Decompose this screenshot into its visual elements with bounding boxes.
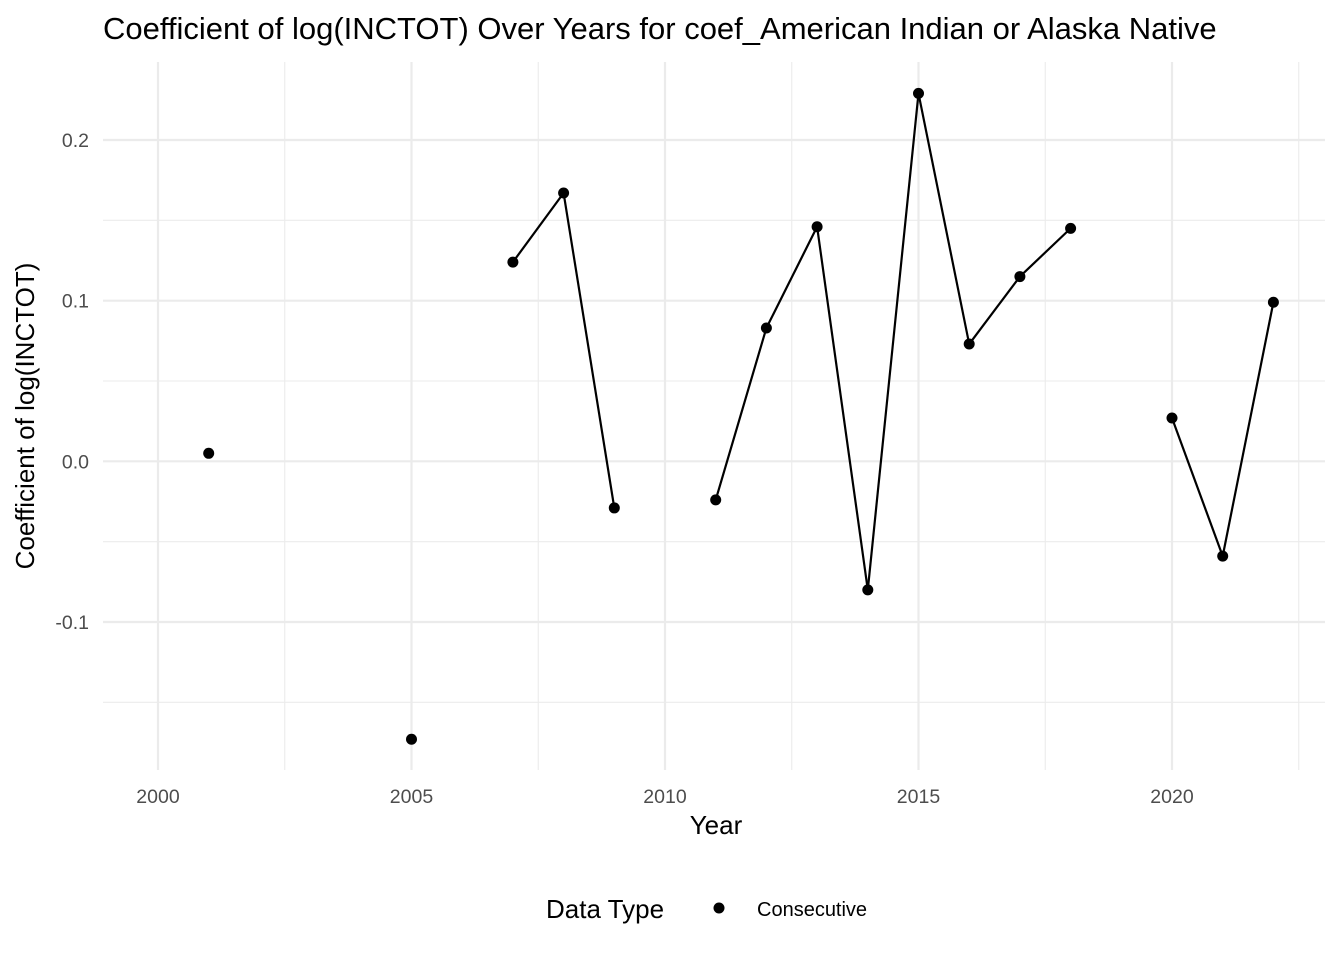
data-point <box>507 256 519 268</box>
series-line-segment <box>866 93 920 590</box>
data-point <box>1217 550 1229 562</box>
data-point <box>558 187 570 199</box>
series-lines <box>512 93 1275 591</box>
data-point <box>1267 296 1279 308</box>
series-line-segment <box>714 327 768 501</box>
y-tick-label: 0.1 <box>62 291 89 313</box>
data-point <box>608 502 620 514</box>
series-line-segment <box>765 226 819 329</box>
tick-labels: 2000 2005 2010 2015 2020 -0.1 0.0 0.1 0.2 <box>55 130 1193 808</box>
legend-key-consecutive <box>713 902 725 914</box>
series-line-segment <box>816 226 869 591</box>
data-point <box>913 87 924 99</box>
y-tick-label: 0.2 <box>62 130 89 152</box>
x-tick-label: 2005 <box>390 786 434 808</box>
legend-label-consecutive: Consecutive <box>757 899 867 921</box>
series-line-segment <box>968 275 1021 345</box>
data-point <box>1166 412 1178 424</box>
grid-lines <box>103 62 1325 770</box>
x-tick-label: 2010 <box>643 786 687 808</box>
data-point <box>862 584 874 596</box>
data-point <box>963 338 975 350</box>
y-tick-label: 0.0 <box>62 451 89 473</box>
y-tick-label: -0.1 <box>55 612 89 634</box>
x-tick-label: 2000 <box>136 786 180 808</box>
series-line-segment <box>917 93 971 345</box>
data-point <box>203 447 215 459</box>
data-point <box>1065 222 1077 234</box>
series-points <box>203 87 1279 745</box>
x-axis-title: Year <box>690 810 743 840</box>
series-line-segment <box>562 192 616 509</box>
legend-title: Data Type <box>546 894 664 924</box>
x-tick-label: 2020 <box>1150 786 1194 808</box>
series-line-segment <box>512 192 565 263</box>
series-line-segment <box>1221 302 1275 557</box>
data-point <box>760 322 772 334</box>
data-point <box>406 733 417 745</box>
data-point <box>1014 271 1026 283</box>
chart-title: Coefficient of log(INCTOT) Over Years fo… <box>103 11 1217 46</box>
legend: Data Type Consecutive <box>546 894 867 924</box>
x-tick-label: 2015 <box>897 786 941 808</box>
y-axis-title: Coefficient of log(INCTOT) <box>10 263 40 570</box>
series-line-segment <box>1170 417 1224 557</box>
data-point <box>811 221 823 233</box>
series-line-segment <box>1019 227 1072 278</box>
data-point <box>710 494 722 506</box>
